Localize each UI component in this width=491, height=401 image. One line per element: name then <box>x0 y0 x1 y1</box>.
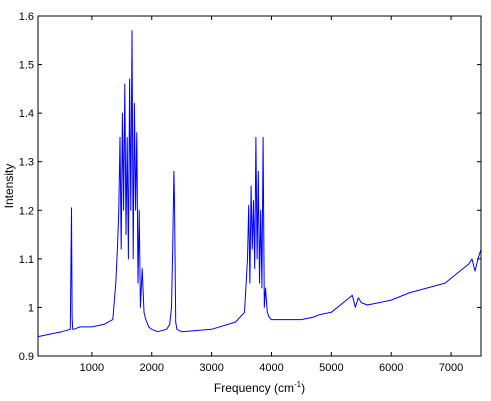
x-tick-label: 2000 <box>140 362 164 374</box>
x-tick-label: 5000 <box>319 362 343 374</box>
x-tick-label: 4000 <box>259 362 283 374</box>
x-tick-label: 3000 <box>199 362 223 374</box>
y-tick-label: 1 <box>28 302 34 314</box>
x-axis-label: Frequency (cm-1) <box>214 380 305 395</box>
y-tick-label: 1.6 <box>19 11 34 23</box>
x-axis-label-main: Frequency (cm <box>214 381 294 395</box>
y-tick-label: 1.3 <box>19 157 34 169</box>
y-tick-label: 1.4 <box>19 108 34 120</box>
x-tick-label: 6000 <box>379 362 403 374</box>
x-tick-label: 1000 <box>80 362 104 374</box>
y-tick-label: 1.2 <box>19 205 34 217</box>
y-axis-ticks: 0.9 1 1.1 1.2 1.3 1.4 1.5 1.6 <box>19 11 481 363</box>
x-axis-label-suffix: ) <box>301 381 305 395</box>
y-axis-label: Intensity <box>2 164 16 209</box>
y-tick-label: 1.5 <box>19 60 34 72</box>
plot-frame <box>37 15 482 357</box>
x-axis-ticks: 1000 2000 3000 4000 5000 6000 7000 <box>80 16 463 374</box>
x-tick-label: 7000 <box>439 362 463 374</box>
series-line-0 <box>37 30 482 338</box>
y-tick-label: 0.9 <box>19 351 34 363</box>
y-tick-label: 1.1 <box>19 254 34 266</box>
series-layer <box>37 30 482 338</box>
x-axis-label-sup: -1 <box>294 380 302 389</box>
